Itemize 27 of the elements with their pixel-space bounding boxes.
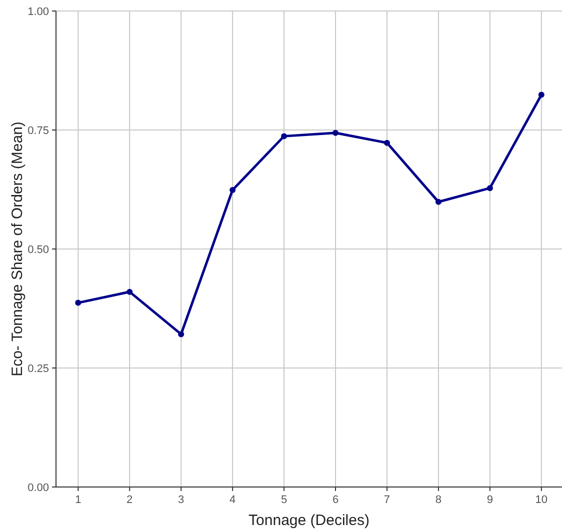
- y-tick-label: 0.75: [28, 124, 49, 137]
- point: [384, 140, 390, 146]
- y-tick-label: 0.00: [28, 482, 49, 494]
- y-axis-title: Eco- Tonnage Share of Orders (Mean): [9, 122, 26, 376]
- x-tick-label: 1: [75, 494, 82, 506]
- x-tick-label: 4: [229, 494, 236, 506]
- y-tick-label: 0.50: [28, 244, 49, 256]
- x-tick-label: 3: [178, 494, 184, 506]
- point: [281, 133, 288, 140]
- point: [230, 186, 236, 193]
- point: [178, 331, 184, 338]
- point: [126, 288, 133, 295]
- point: [332, 130, 339, 136]
- x-tick-label: 7: [384, 494, 390, 506]
- x-tick-label: 9: [486, 494, 493, 506]
- point: [435, 198, 442, 205]
- x-tick-label: 10: [535, 494, 548, 506]
- x-tick-label: 8: [435, 494, 442, 506]
- y-tick-label: 1.00: [28, 6, 49, 18]
- point: [538, 92, 544, 98]
- point: [486, 185, 493, 192]
- x-axis-title: Tonnage (Deciles): [248, 512, 370, 529]
- x-tick-label: 6: [332, 494, 339, 506]
- x-tick-label: 2: [126, 494, 133, 506]
- y-tick-label: 0.25: [28, 362, 49, 375]
- x-tick-label: 5: [280, 494, 288, 506]
- point: [75, 300, 82, 306]
